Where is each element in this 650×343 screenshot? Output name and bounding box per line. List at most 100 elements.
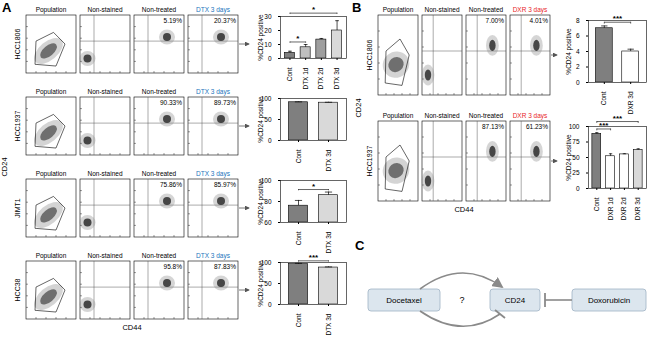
svg-text:60: 60 [264, 219, 272, 226]
svg-text:CD24: CD24 [0, 157, 9, 176]
svg-text:50: 50 [572, 154, 580, 161]
svg-text:Cont: Cont [295, 313, 302, 327]
svg-text:2: 2 [576, 63, 580, 70]
svg-text:%CD24 positive: %CD24 positive [257, 96, 265, 143]
svg-text:Non-stained: Non-stained [87, 6, 122, 13]
svg-text:Docetaxel: Docetaxel [386, 296, 422, 305]
svg-text:30: 30 [264, 13, 272, 20]
svg-text:50: 50 [264, 280, 272, 287]
svg-text:10: 10 [264, 41, 272, 48]
svg-text:0: 0 [268, 137, 272, 144]
svg-text:***: *** [613, 14, 623, 23]
svg-text:HCC1806: HCC1806 [14, 29, 21, 60]
svg-text:HCC1937: HCC1937 [366, 146, 373, 177]
svg-text:Population: Population [36, 170, 67, 178]
svg-text:?: ? [459, 295, 464, 305]
svg-text:87.83%: 87.83% [214, 263, 236, 270]
svg-text:4.01%: 4.01% [530, 17, 549, 24]
svg-text:DXR 3d: DXR 3d [627, 91, 634, 114]
svg-text:Non-stained: Non-stained [424, 6, 459, 13]
svg-text:***: *** [309, 253, 319, 262]
svg-text:%CD24 positive: %CD24 positive [257, 178, 265, 225]
svg-text:Non-treated: Non-treated [142, 170, 177, 177]
svg-text:B: B [352, 0, 361, 15]
svg-text:25: 25 [572, 169, 580, 176]
svg-text:Non-stained: Non-stained [87, 252, 122, 259]
svg-text:JIMT1: JIMT1 [14, 198, 21, 218]
svg-text:0: 0 [576, 185, 580, 192]
svg-text:Non-stained: Non-stained [87, 170, 122, 177]
svg-text:0: 0 [268, 55, 272, 62]
svg-text:HCC1937: HCC1937 [14, 111, 21, 142]
svg-text:8: 8 [576, 17, 580, 24]
svg-text:DTX 1d: DTX 1d [302, 67, 309, 89]
svg-text:Cont: Cont [593, 197, 600, 211]
svg-text:0: 0 [268, 301, 272, 308]
svg-text:50: 50 [264, 116, 272, 123]
svg-text:4: 4 [576, 48, 580, 55]
svg-text:75: 75 [572, 138, 580, 145]
svg-text:CD44: CD44 [454, 205, 473, 214]
svg-text:Non-treated: Non-treated [469, 112, 504, 119]
svg-text:Doxorubicin: Doxorubicin [588, 296, 630, 305]
svg-text:%CD24 positive: %CD24 positive [565, 28, 573, 75]
svg-text:DTX 3d: DTX 3d [325, 231, 332, 253]
svg-text:DXR 1d: DXR 1d [607, 197, 614, 220]
svg-text:95.8%: 95.8% [164, 263, 183, 270]
svg-text:DTX 3 days: DTX 3 days [196, 252, 231, 260]
svg-text:DXR 3 days: DXR 3 days [513, 6, 548, 14]
svg-text:80: 80 [264, 198, 272, 205]
svg-text:DTX 3d: DTX 3d [333, 67, 340, 89]
svg-text:A: A [2, 0, 12, 15]
svg-text:DXR 3d: DXR 3d [634, 197, 641, 220]
svg-text:Cont: Cont [295, 231, 302, 245]
svg-text:DTX 3 days: DTX 3 days [196, 6, 231, 14]
svg-text:Population: Population [383, 6, 414, 14]
svg-text:Non-treated: Non-treated [142, 252, 177, 259]
svg-text:85.97%: 85.97% [214, 181, 236, 188]
svg-text:Non-treated: Non-treated [142, 6, 177, 13]
svg-text:Population: Population [383, 112, 414, 120]
svg-text:%CD24 positive: %CD24 positive [565, 134, 573, 181]
svg-text:*: * [312, 182, 316, 191]
svg-text:DTX 3d: DTX 3d [325, 313, 332, 335]
svg-text:DTX 2d: DTX 2d [317, 67, 324, 89]
svg-text:Population: Population [36, 6, 67, 14]
svg-text:DTX 3d: DTX 3d [325, 149, 332, 171]
svg-text:Non-stained: Non-stained [87, 88, 122, 95]
svg-text:CD24: CD24 [354, 98, 363, 117]
svg-text:20.37%: 20.37% [214, 17, 236, 24]
svg-text:6: 6 [576, 32, 580, 39]
svg-text:Population: Population [36, 252, 67, 260]
svg-text:87.13%: 87.13% [482, 123, 504, 130]
svg-text:Non-treated: Non-treated [142, 88, 177, 95]
svg-text:5.19%: 5.19% [164, 17, 183, 24]
svg-text:Cont: Cont [295, 149, 302, 163]
svg-text:75.86%: 75.86% [160, 181, 182, 188]
svg-text:61.23%: 61.23% [526, 123, 548, 130]
svg-text:Population: Population [36, 88, 67, 96]
svg-text:89.73%: 89.73% [214, 99, 236, 106]
svg-text:DXR 2d: DXR 2d [620, 197, 627, 220]
svg-text:HCC1806: HCC1806 [366, 40, 373, 71]
svg-text:DTX 3 days: DTX 3 days [196, 170, 231, 178]
svg-text:%CD24 positive: %CD24 positive [257, 260, 265, 307]
svg-text:***: *** [599, 121, 609, 130]
svg-text:Non-treated: Non-treated [469, 6, 504, 13]
svg-text:*: * [312, 5, 316, 14]
svg-text:CD44: CD44 [122, 323, 141, 332]
svg-text:Cont: Cont [600, 91, 607, 105]
svg-text:HCC38: HCC38 [14, 278, 21, 301]
svg-text:CD24: CD24 [505, 296, 526, 305]
svg-text:100: 100 [569, 123, 580, 130]
svg-text:DTX 3 days: DTX 3 days [196, 88, 231, 96]
svg-text:7.00%: 7.00% [486, 17, 505, 24]
svg-text:90.33%: 90.33% [160, 99, 182, 106]
svg-text:*: * [296, 34, 300, 43]
svg-text:Non-stained: Non-stained [424, 112, 459, 119]
svg-text:%CD24 positive: %CD24 positive [257, 14, 265, 61]
svg-text:C: C [355, 238, 365, 253]
svg-text:0: 0 [576, 79, 580, 86]
svg-text:DXR 3 days: DXR 3 days [513, 112, 548, 120]
svg-text:***: *** [613, 114, 623, 123]
